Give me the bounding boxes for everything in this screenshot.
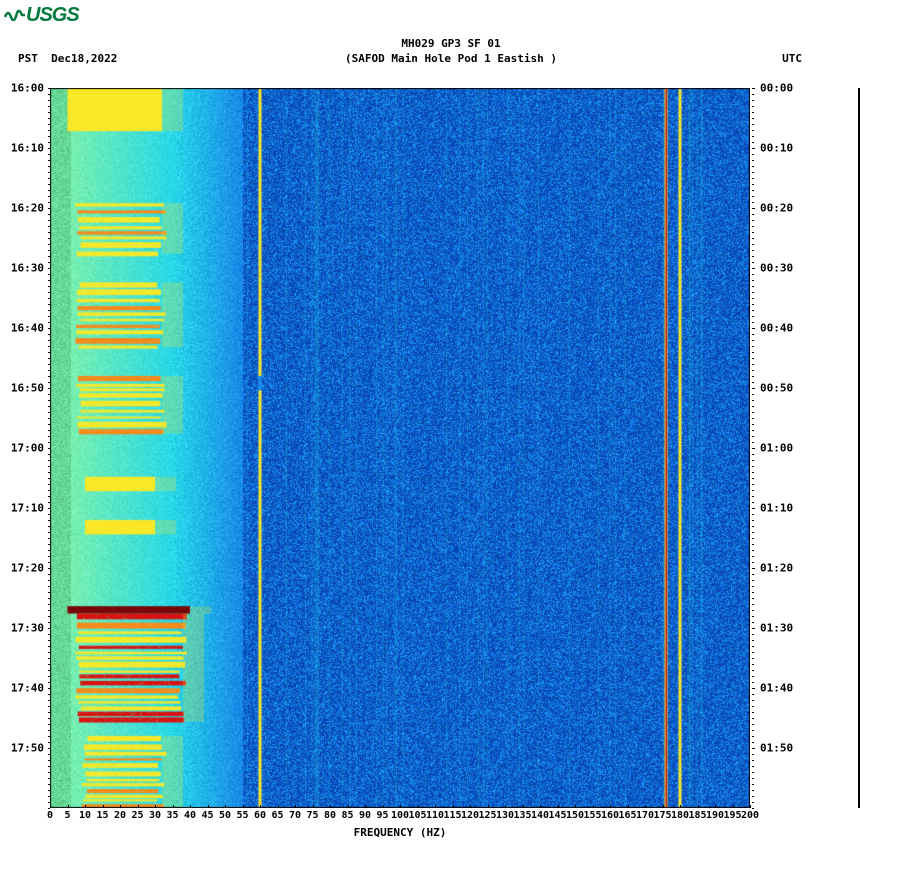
y-right-tick: 01:50: [760, 742, 793, 755]
spectrogram-plot: [50, 88, 750, 808]
colorbar-placeholder: [858, 88, 860, 808]
x-tick: 160: [601, 810, 619, 821]
chart-header: MH029 GP3 SF 01 (SAFOD Main Hole Pod 1 E…: [0, 36, 902, 67]
y-axis-right: 00:0000:1000:2000:3000:4000:5001:0001:10…: [752, 88, 812, 808]
y-left-tick: 16:30: [11, 262, 44, 275]
y-left-tick: 16:40: [11, 321, 44, 334]
y-left-tick: 16:50: [11, 382, 44, 395]
y-right-tick: 01:30: [760, 622, 793, 635]
y-right-tick: 00:40: [760, 321, 793, 334]
usgs-text: USGS: [26, 4, 79, 26]
x-tick: 85: [341, 810, 353, 821]
x-tick: 130: [496, 810, 514, 821]
timezone-right: UTC: [782, 52, 802, 65]
chart-title-2: (SAFOD Main Hole Pod 1 Eastish ): [0, 51, 902, 66]
x-tick: 95: [376, 810, 388, 821]
x-tick: 10: [79, 810, 91, 821]
x-tick: 60: [254, 810, 266, 821]
y-left-tick: 17:10: [11, 501, 44, 514]
x-tick: 50: [219, 810, 231, 821]
x-tick: 200: [741, 810, 759, 821]
y-left-tick: 17:20: [11, 562, 44, 575]
x-tick: 90: [359, 810, 371, 821]
y-right-tick: 01:10: [760, 501, 793, 514]
timezone-left: PST Dec18,2022: [18, 52, 117, 65]
x-tick: 125: [478, 810, 496, 821]
x-tick: 175: [653, 810, 671, 821]
x-tick: 145: [548, 810, 566, 821]
x-tick: 80: [324, 810, 336, 821]
x-tick: 180: [671, 810, 689, 821]
x-tick: 20: [114, 810, 126, 821]
x-tick: 25: [131, 810, 143, 821]
x-tick: 15: [96, 810, 108, 821]
x-tick: 0: [47, 810, 53, 821]
x-tick: 120: [461, 810, 479, 821]
chart-title-1: MH029 GP3 SF 01: [0, 36, 902, 51]
y-left-tick: 17:30: [11, 622, 44, 635]
x-tick: 195: [723, 810, 741, 821]
x-tick: 135: [513, 810, 531, 821]
x-tick: 75: [306, 810, 318, 821]
y-left-tick: 16:10: [11, 141, 44, 154]
x-tick: 65: [271, 810, 283, 821]
y-left-tick: 17:50: [11, 742, 44, 755]
x-axis-label: FREQUENCY (HZ): [50, 826, 750, 839]
y-left-tick: 16:00: [11, 82, 44, 95]
y-right-tick: 01:00: [760, 442, 793, 455]
y-right-tick: 00:10: [760, 141, 793, 154]
y-left-tick: 17:00: [11, 442, 44, 455]
y-right-tick: 00:20: [760, 202, 793, 215]
x-tick: 150: [566, 810, 584, 821]
y-right-tick: 01:40: [760, 681, 793, 694]
x-tick: 5: [64, 810, 70, 821]
x-tick: 185: [688, 810, 706, 821]
x-tick: 30: [149, 810, 161, 821]
x-tick: 115: [443, 810, 461, 821]
x-tick: 70: [289, 810, 301, 821]
usgs-logo: USGS: [4, 4, 79, 27]
x-tick: 140: [531, 810, 549, 821]
spectrogram-canvas: [50, 88, 750, 808]
y-right-tick: 01:20: [760, 562, 793, 575]
x-tick: 155: [583, 810, 601, 821]
usgs-wave-icon: [4, 5, 26, 26]
y-axis-left: 16:0016:1016:2016:3016:4016:5017:0017:10…: [0, 88, 48, 808]
x-tick: 100: [391, 810, 409, 821]
x-tick: 190: [706, 810, 724, 821]
y-left-tick: 16:20: [11, 202, 44, 215]
x-tick: 105: [408, 810, 426, 821]
x-tick: 35: [166, 810, 178, 821]
y-right-tick: 00:00: [760, 82, 793, 95]
y-right-tick: 00:50: [760, 382, 793, 395]
x-tick: 45: [201, 810, 213, 821]
y-right-tick: 00:30: [760, 262, 793, 275]
x-tick: 165: [618, 810, 636, 821]
x-tick: 170: [636, 810, 654, 821]
x-tick: 110: [426, 810, 444, 821]
x-tick: 55: [236, 810, 248, 821]
x-tick: 40: [184, 810, 196, 821]
y-left-tick: 17:40: [11, 681, 44, 694]
